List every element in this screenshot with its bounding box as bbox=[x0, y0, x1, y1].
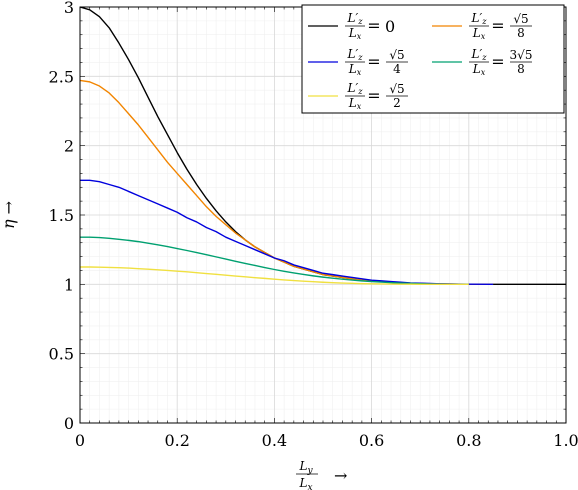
legend-rhs-num: 3√5 bbox=[510, 48, 533, 62]
legend-rhs-num: √5 bbox=[389, 48, 404, 62]
legend-lhs-num: L′z bbox=[471, 47, 488, 62]
y-tick-label: 0 bbox=[64, 414, 74, 433]
x-tick-label: 0.8 bbox=[456, 431, 481, 450]
legend-lhs-den: Lx bbox=[348, 96, 362, 111]
legend-lhs-den: Lx bbox=[348, 26, 362, 41]
legend-entry-3: L′zLx = 3√58 bbox=[432, 47, 532, 77]
legend-box bbox=[301, 4, 565, 114]
y-tick-label: 1 bbox=[64, 275, 74, 294]
legend-rhs: 0 bbox=[385, 17, 395, 36]
x-tick-label: 0.4 bbox=[262, 431, 287, 450]
x-axis-label: Ly Lx → bbox=[296, 459, 347, 490]
legend-equals: = bbox=[491, 52, 504, 71]
x-tick-label: 0 bbox=[75, 431, 85, 450]
x-tick-label: 0.2 bbox=[164, 431, 189, 450]
legend-rhs-den: 2 bbox=[393, 96, 401, 110]
y-tick-label: 2 bbox=[64, 137, 74, 156]
x-label-arrow: → bbox=[334, 466, 347, 485]
legend-rhs-num: √5 bbox=[389, 82, 404, 96]
legend-entry-1: L′zLx = √58 bbox=[432, 11, 532, 41]
legend-lhs-den: Lx bbox=[348, 62, 362, 77]
legend-rhs-num: √5 bbox=[513, 12, 528, 26]
legend-rhs-den: 8 bbox=[517, 26, 525, 40]
legend: L′zLx= 0 L′zLx= √58L′zLx= √54L′zLx= 3√58L′zLx… bbox=[301, 4, 565, 114]
x-tick-label: 1.0 bbox=[553, 431, 578, 450]
legend-equals: = bbox=[491, 16, 504, 35]
legend-entry-4: L′zLx = √52 bbox=[308, 81, 408, 111]
x-tick-label: 0.6 bbox=[359, 431, 384, 450]
legend-rhs-den: 4 bbox=[393, 62, 401, 76]
legend-lhs-num: L′z bbox=[347, 47, 364, 62]
y-tick-label: 0.5 bbox=[49, 345, 74, 364]
series-line-4 bbox=[80, 266, 469, 286]
legend-lhs-num: L′z bbox=[347, 81, 364, 96]
legend-equals: = bbox=[367, 86, 380, 105]
legend-lhs-num: L′z bbox=[347, 11, 364, 26]
series-layer bbox=[79, 6, 566, 286]
y-tick-label: 1.5 bbox=[49, 206, 74, 225]
y-tick-label: 2.5 bbox=[49, 67, 74, 86]
legend-lhs-den: Lx bbox=[472, 62, 486, 77]
legend-equals: = bbox=[367, 16, 380, 35]
x-label-den: Lx bbox=[298, 476, 312, 490]
tick-labels: 0 0.2 0.4 0.6 0.8 1.0 0 0.5 1 1.5 2 2.5 3 bbox=[49, 0, 578, 450]
legend-entry-2: L′zLx = √54 bbox=[308, 47, 408, 77]
legend-rhs-den: 8 bbox=[517, 62, 525, 76]
y-axis-label: η → bbox=[0, 201, 18, 229]
x-label-num: Ly bbox=[298, 459, 313, 476]
legend-entries: L′zLx= 0 L′zLx= √58L′zLx= √54L′zLx= 3√58L′zLx… bbox=[308, 11, 532, 111]
legend-lhs-den: Lx bbox=[472, 26, 486, 41]
y-tick-label: 3 bbox=[64, 0, 74, 17]
series-line-3 bbox=[80, 236, 469, 286]
legend-lhs-num: L′z bbox=[471, 11, 488, 26]
legend-entry-0: L′zLx = 0 bbox=[308, 11, 395, 41]
legend-equals: = bbox=[367, 52, 380, 71]
